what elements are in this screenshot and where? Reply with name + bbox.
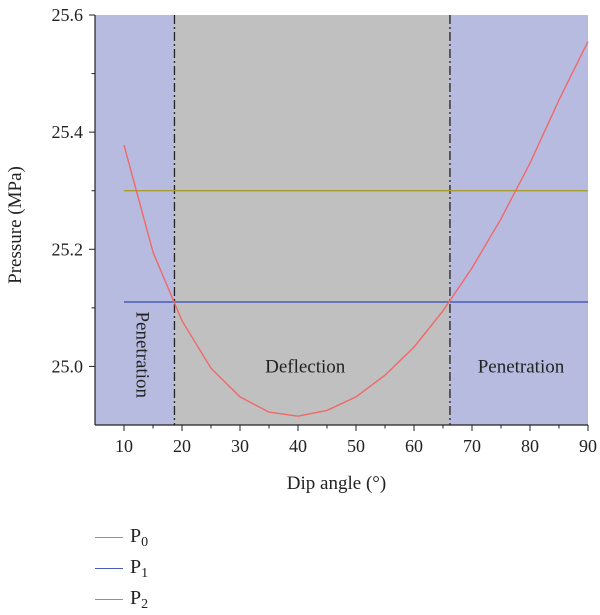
legend-item-p1: P1 — [95, 553, 148, 584]
region-0 — [95, 15, 175, 425]
x-tick-label-60: 60 — [405, 436, 423, 456]
legend-subscript-p0: 0 — [141, 534, 149, 550]
series-line-p2 — [123, 41, 589, 417]
legend-subscript-p2: 2 — [141, 596, 149, 612]
x-tick-label-90: 90 — [579, 436, 597, 456]
region-label-0: Penetration — [132, 311, 153, 398]
x-tick-label-80: 80 — [521, 436, 539, 456]
x-tick-label-20: 20 — [173, 436, 191, 456]
legend-item-p2: P2 — [95, 584, 148, 615]
x-tick-label-30: 30 — [231, 436, 249, 456]
y-tick-label-3: 25.6 — [52, 5, 84, 25]
legend-label-p2: P — [130, 586, 142, 609]
x-tick-label-50: 50 — [347, 436, 365, 456]
dip-angle-pressure-chart: Penetration Deflection Penetration 10 20 30 40… — [5, 5, 597, 494]
region-label-1: Deflection — [265, 356, 346, 377]
legend: P0 P1 P2 — [95, 522, 148, 615]
x-tick-label-70: 70 — [463, 436, 481, 456]
legend-label-p0: P — [130, 524, 142, 547]
region-2 — [449, 15, 588, 425]
region-label-2: Penetration — [478, 356, 565, 377]
y-axis-title: Pressure (MPa) — [5, 166, 26, 284]
legend-swatch-p0 — [95, 537, 123, 538]
x-tick-label-40: 40 — [289, 436, 307, 456]
y-tick-label-0: 25.0 — [52, 356, 84, 376]
y-tick-label-1: 25.2 — [52, 239, 84, 259]
x-axis-title: Dip angle (°) — [287, 473, 386, 494]
legend-swatch-p1 — [95, 568, 123, 569]
legend-item-p0: P0 — [95, 522, 148, 553]
x-tick-label-10: 10 — [115, 436, 133, 456]
legend-label-p1: P — [130, 555, 142, 578]
y-tick-label-2: 25.4 — [52, 122, 84, 142]
legend-subscript-p1: 1 — [141, 565, 149, 581]
legend-swatch-p2 — [95, 599, 123, 600]
